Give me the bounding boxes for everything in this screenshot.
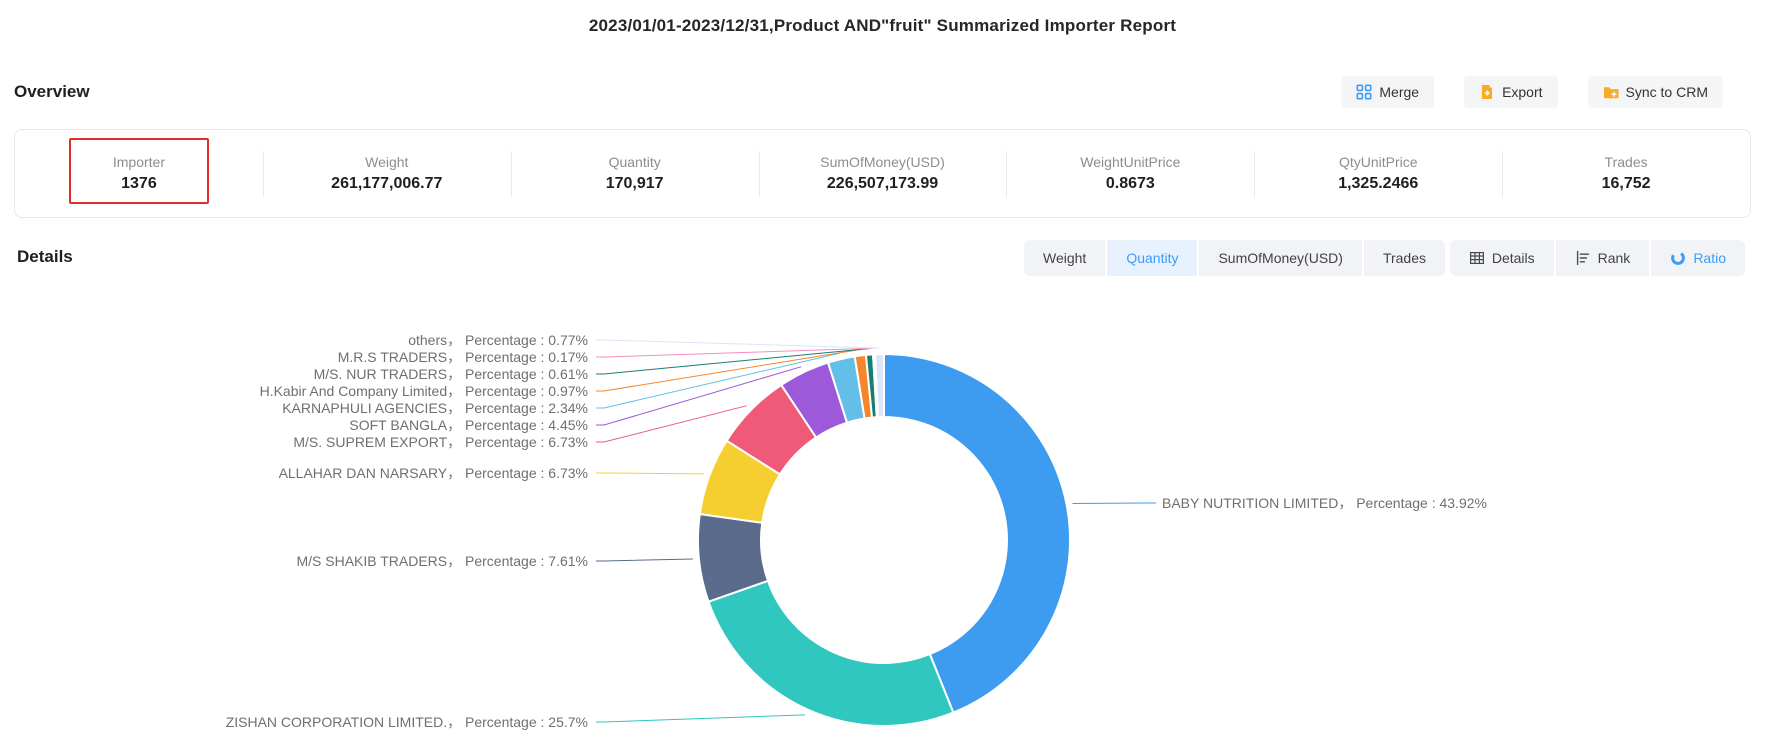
stat-value: 16,752	[1602, 175, 1651, 193]
slice-label-0: BABY NUTRITION LIMITED， Percentage : 43.…	[1162, 495, 1487, 511]
export-icon	[1479, 84, 1495, 100]
slice-label-10: others， Percentage : 0.77%	[408, 332, 588, 348]
stat-label: Trades	[1605, 154, 1648, 170]
slice-label-6: KARNAPHULI AGENCIES， Percentage : 2.34%	[282, 400, 588, 416]
slice-label-9: M.R.S TRADERS， Percentage : 0.17%	[338, 349, 588, 365]
importer-highlight-box	[69, 138, 209, 204]
overview-header-row: Overview Merge Export Sync to CRM	[14, 76, 1723, 108]
stat-cell-sumofmoney-usd-: SumOfMoney(USD) 226,507,173.99	[759, 130, 1007, 217]
action-button-label: Export	[1502, 84, 1542, 100]
view-ratio[interactable]: Ratio	[1651, 240, 1745, 276]
slice-label-2: M/S SHAKIB TRADERS， Percentage : 7.61%	[296, 553, 588, 569]
segment-label: Details	[1492, 250, 1535, 266]
stat-cell-qtyunitprice: QtyUnitPrice 1,325.2466	[1254, 130, 1502, 217]
rank-icon	[1575, 250, 1591, 266]
pie-ratio-icon	[1670, 250, 1686, 266]
tab-quantity[interactable]: Quantity	[1107, 240, 1197, 276]
slice-label-5: SOFT BANGLA， Percentage : 4.45%	[349, 417, 588, 433]
importer-ratio-donut-chart[interactable]: BABY NUTRITION LIMITED， Percentage : 43.…	[0, 278, 1765, 741]
stat-value: 170,917	[606, 175, 664, 193]
page-title: 2023/01/01-2023/12/31,Product AND"fruit"…	[0, 16, 1765, 36]
merge-icon	[1356, 84, 1372, 100]
slice-label-1: ZISHAN CORPORATION LIMITED.， Percentage …	[226, 714, 588, 730]
donut-slice-1[interactable]	[709, 581, 954, 726]
segment-label: Ratio	[1693, 250, 1726, 266]
details-heading: Details	[17, 247, 73, 267]
label-line-1	[596, 715, 805, 722]
stat-value: 1,325.2466	[1338, 175, 1418, 193]
overview-actions: Merge Export Sync to CRM	[1341, 76, 1723, 108]
stat-label: Importer	[113, 154, 165, 170]
stat-cell-weightunitprice: WeightUnitPrice 0.8673	[1006, 130, 1254, 217]
label-line-4	[596, 406, 747, 442]
view-details[interactable]: Details	[1450, 240, 1554, 276]
table-icon	[1469, 250, 1485, 266]
stat-cell-quantity: Quantity 170,917	[511, 130, 759, 217]
label-line-3	[596, 473, 704, 474]
label-line-2	[596, 559, 693, 561]
metric-tabs: Weight Quantity SumOfMoney(USD) Trades	[1024, 240, 1445, 276]
stat-label: Quantity	[609, 154, 661, 170]
view-rank[interactable]: Rank	[1556, 240, 1650, 276]
stat-value: 261,177,006.77	[331, 175, 442, 193]
tab-trades[interactable]: Trades	[1364, 240, 1445, 276]
tab-weight[interactable]: Weight	[1024, 240, 1105, 276]
stat-cell-importer: Importer 1376	[15, 130, 263, 217]
segment-label: SumOfMoney(USD)	[1218, 250, 1342, 266]
stat-label: QtyUnitPrice	[1339, 154, 1418, 170]
stat-label: SumOfMoney(USD)	[820, 154, 944, 170]
overview-stats-card: Importer 1376 Weight 261,177,006.77 Quan…	[14, 129, 1751, 218]
segment-label: Rank	[1598, 250, 1631, 266]
stat-value: 0.8673	[1106, 175, 1155, 193]
slice-label-7: H.Kabir And Company Limited， Percentage …	[260, 383, 588, 399]
slice-label-3: ALLAHAR DAN NARSARY， Percentage : 6.73%	[279, 465, 588, 481]
label-line-0	[1073, 503, 1157, 504]
slice-label-4: M/S. SUPREM EXPORT， Percentage : 6.73%	[293, 434, 588, 450]
stat-value: 1376	[121, 175, 157, 193]
action-button-label: Sync to CRM	[1626, 84, 1708, 100]
rank-icon	[1575, 250, 1591, 266]
label-line-9	[596, 348, 874, 357]
sync-folder-icon	[1603, 84, 1619, 100]
label-line-10	[596, 340, 879, 348]
stat-value: 226,507,173.99	[827, 175, 938, 193]
details-header-row: Details Weight Quantity SumOfMoney(USD) …	[14, 240, 1745, 276]
stat-label: Weight	[365, 154, 408, 170]
tab-sumofmoney-usd-[interactable]: SumOfMoney(USD)	[1199, 240, 1361, 276]
sync-folder-icon	[1603, 84, 1619, 100]
overview-heading: Overview	[14, 82, 90, 102]
stat-cell-trades: Trades 16,752	[1502, 130, 1750, 217]
merge-button[interactable]: Merge	[1341, 76, 1434, 108]
table-icon	[1469, 250, 1485, 266]
sync-to-crm-button[interactable]: Sync to CRM	[1588, 76, 1723, 108]
stat-cell-weight: Weight 261,177,006.77	[263, 130, 511, 217]
action-button-label: Merge	[1379, 84, 1419, 100]
segment-label: Quantity	[1126, 250, 1178, 266]
pie-ratio-icon	[1670, 250, 1686, 266]
merge-icon	[1356, 84, 1372, 100]
slice-label-8: M/S. NUR TRADERS， Percentage : 0.61%	[314, 366, 588, 382]
segment-label: Weight	[1043, 250, 1086, 266]
export-icon	[1479, 84, 1495, 100]
stat-label: WeightUnitPrice	[1080, 154, 1180, 170]
view-switcher: Details Rank Ratio	[1450, 240, 1745, 276]
export-button[interactable]: Export	[1464, 76, 1557, 108]
segment-label: Trades	[1383, 250, 1426, 266]
